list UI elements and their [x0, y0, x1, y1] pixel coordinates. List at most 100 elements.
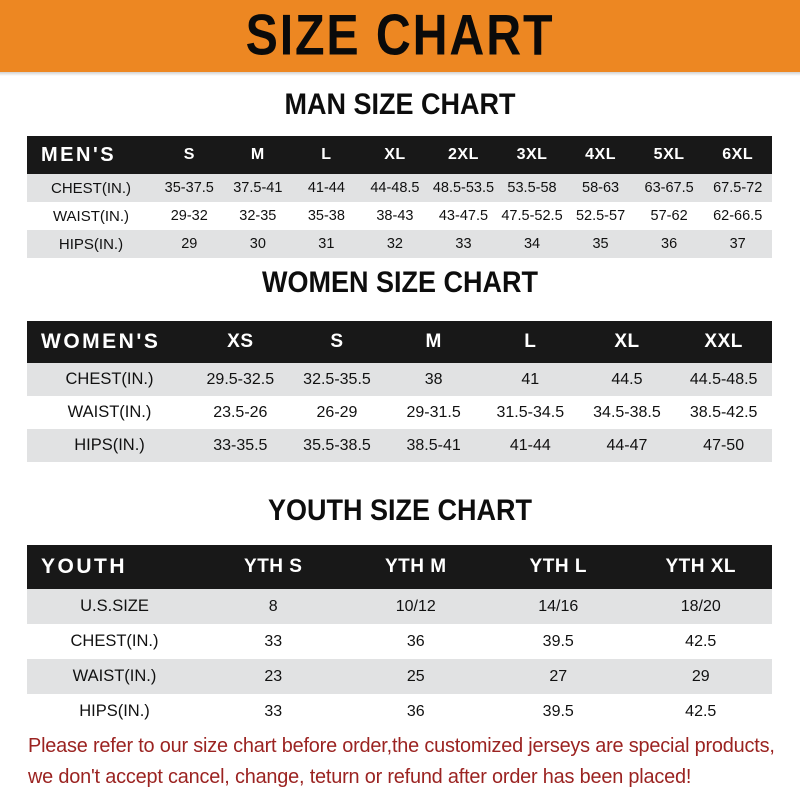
men-cell-2-1: 30 — [249, 236, 266, 252]
men-cell-0-2: 41-44 — [307, 180, 345, 196]
men-size-header-4: 2XL — [448, 146, 479, 163]
youth-cell-1-1: 36 — [406, 632, 425, 650]
men-cell-1-0: 29-32 — [170, 208, 208, 224]
men-size-header-3: XL — [384, 146, 406, 163]
footer-note: Please refer to our size chart before or… — [28, 730, 775, 792]
women-section-title: WOMEN SIZE CHART — [262, 266, 538, 299]
table-row: HIPS(IN.) 33 36 39.5 42.5 — [27, 694, 772, 729]
men-cell-1-6: 52.5-57 — [575, 208, 626, 224]
youth-size-header-3: YTH XL — [665, 556, 737, 577]
table-row: WAIST(IN.) 29-32 32-35 35-38 38-43 43-47.5 47.… — [27, 202, 772, 230]
youth-size-header-0: YTH S — [244, 556, 303, 577]
men-cell-0-3: 44-48.5 — [370, 180, 420, 196]
men-cell-0-6: 58-63 — [582, 180, 620, 196]
men-size-header-1: M — [250, 146, 265, 163]
women-cell-2-5: 47-50 — [703, 436, 745, 454]
footer-note-line-2: we don't accept cancel, change, teturn o… — [28, 765, 692, 788]
women-cell-2-0: 33-35.5 — [213, 436, 268, 454]
youth-cell-2-1: 25 — [406, 667, 425, 685]
youth-size-header-1: YTH M — [384, 556, 447, 577]
men-cell-0-1: 37.5-41 — [233, 180, 283, 196]
youth-cell-2-0: 23 — [264, 667, 283, 685]
men-cell-1-8: 62-66.5 — [713, 208, 763, 224]
women-cell-0-3: 41 — [521, 370, 540, 388]
women-cell-1-3: 31.5-34.5 — [496, 403, 565, 421]
man-section-title: MAN SIZE CHART — [284, 88, 516, 121]
youth-size-header-2: YTH L — [529, 556, 587, 577]
youth-cell-0-0: 8 — [268, 597, 278, 615]
men-cell-2-8: 37 — [729, 236, 746, 252]
men-row-label-2: HIPS(IN.) — [58, 235, 124, 253]
header-banner: SIZE CHART — [0, 0, 800, 72]
women-size-header-1: S — [330, 331, 344, 352]
women-cell-2-1: 35.5-38.5 — [303, 436, 371, 454]
men-cell-2-0: 29 — [181, 236, 198, 252]
women-cell-0-2: 38 — [424, 370, 443, 388]
page-title: SIZE CHART — [245, 4, 555, 68]
men-size-header-7: 5XL — [653, 146, 685, 163]
table-row: WAIST(IN.) 23.5-26 26-29 29-31.5 31.5-34.5 34… — [27, 396, 772, 429]
youth-section-title: YOUTH SIZE CHART — [267, 494, 533, 527]
youth-cell-0-3: 18/20 — [680, 597, 721, 615]
men-header-row: MEN'S S M L XL 2XL 3XL 4XL 5XL 6XL — [27, 136, 772, 174]
banner-shadow — [0, 72, 800, 76]
table-row: HIPS(IN.) 29 30 31 32 33 34 35 36 37 — [27, 230, 772, 258]
men-cell-2-6: 35 — [592, 236, 609, 252]
youth-row-label-3: HIPS(IN.) — [79, 702, 150, 720]
women-cell-2-4: 44-47 — [606, 436, 648, 454]
men-cell-0-0: 35-37.5 — [164, 180, 214, 196]
youth-cell-0-2: 14/16 — [538, 597, 579, 615]
men-cell-0-5: 53.5-58 — [507, 180, 557, 196]
footer-note-line-1: Please refer to our size chart before or… — [28, 734, 775, 757]
men-corner-label: MEN'S — [41, 143, 117, 166]
women-cell-2-3: 41-44 — [509, 436, 551, 454]
youth-cell-3-1: 36 — [406, 702, 425, 720]
men-cell-2-3: 32 — [386, 236, 403, 252]
youth-cell-1-3: 42.5 — [685, 632, 717, 650]
women-size-header-2: M — [425, 331, 442, 352]
women-header-row: WOMEN'S XS S M L XL XXL — [27, 321, 772, 363]
men-cell-0-4: 48.5-53.5 — [432, 180, 495, 196]
women-row-label-1: WAIST(IN.) — [67, 403, 152, 421]
table-row: WAIST(IN.) 23 25 27 29 — [27, 659, 772, 694]
youth-cell-3-3: 42.5 — [685, 702, 717, 720]
youth-cell-1-2: 39.5 — [542, 632, 574, 650]
youth-cell-2-3: 29 — [691, 667, 710, 685]
men-cell-2-7: 36 — [661, 236, 678, 252]
women-cell-0-4: 44.5 — [611, 370, 643, 388]
men-cell-2-4: 33 — [455, 236, 472, 252]
men-size-header-0: S — [183, 146, 195, 163]
men-cell-0-7: 63-67.5 — [644, 180, 694, 196]
table-row: CHEST(IN.) 33 36 39.5 42.5 — [27, 624, 772, 659]
men-size-header-8: 6XL — [722, 146, 754, 163]
men-row-label-1: WAIST(IN.) — [52, 207, 130, 225]
women-cell-1-0: 23.5-26 — [213, 403, 268, 421]
youth-row-label-1: CHEST(IN.) — [70, 632, 159, 650]
women-row-label-0: CHEST(IN.) — [65, 370, 154, 388]
men-size-header-2: L — [321, 146, 332, 163]
table-row: HIPS(IN.) 33-35.5 35.5-38.5 38.5-41 41-44 44-… — [27, 429, 772, 462]
men-cell-1-1: 32-35 — [239, 208, 277, 224]
men-cell-0-8: 67.5-72 — [713, 180, 763, 196]
youth-header-row: YOUTH YTH S YTH M YTH L YTH XL — [27, 545, 772, 589]
table-row: U.S.SIZE 8 10/12 14/16 18/20 — [27, 589, 772, 624]
men-row-label-0: CHEST(IN.) — [51, 179, 131, 197]
women-cell-1-4: 34.5-38.5 — [593, 403, 661, 421]
women-size-header-4: XL — [614, 331, 640, 352]
women-corner-label: WOMEN'S — [41, 330, 161, 353]
table-row: CHEST(IN.) 29.5-32.5 32.5-35.5 38 41 44.5 44.5… — [27, 363, 772, 396]
youth-row-label-0: U.S.SIZE — [80, 597, 149, 615]
men-cell-1-5: 47.5-52.5 — [501, 208, 563, 224]
youth-cell-3-0: 33 — [264, 702, 283, 720]
men-cell-2-2: 31 — [318, 236, 335, 252]
youth-row-label-2: WAIST(IN.) — [72, 667, 157, 685]
youth-cell-3-2: 39.5 — [542, 702, 574, 720]
women-cell-0-5: 44.5-48.5 — [689, 370, 758, 388]
women-cell-1-5: 38.5-42.5 — [689, 403, 758, 421]
men-cell-1-2: 35-38 — [307, 208, 345, 224]
man-size-table: MEN'S S M L XL 2XL 3XL 4XL 5XL 6XL CHEST(IN.) 35-37… — [27, 136, 772, 258]
women-row-label-2: HIPS(IN.) — [74, 436, 145, 454]
women-size-header-5: XXL — [704, 331, 743, 352]
men-size-header-6: 4XL — [585, 146, 616, 163]
